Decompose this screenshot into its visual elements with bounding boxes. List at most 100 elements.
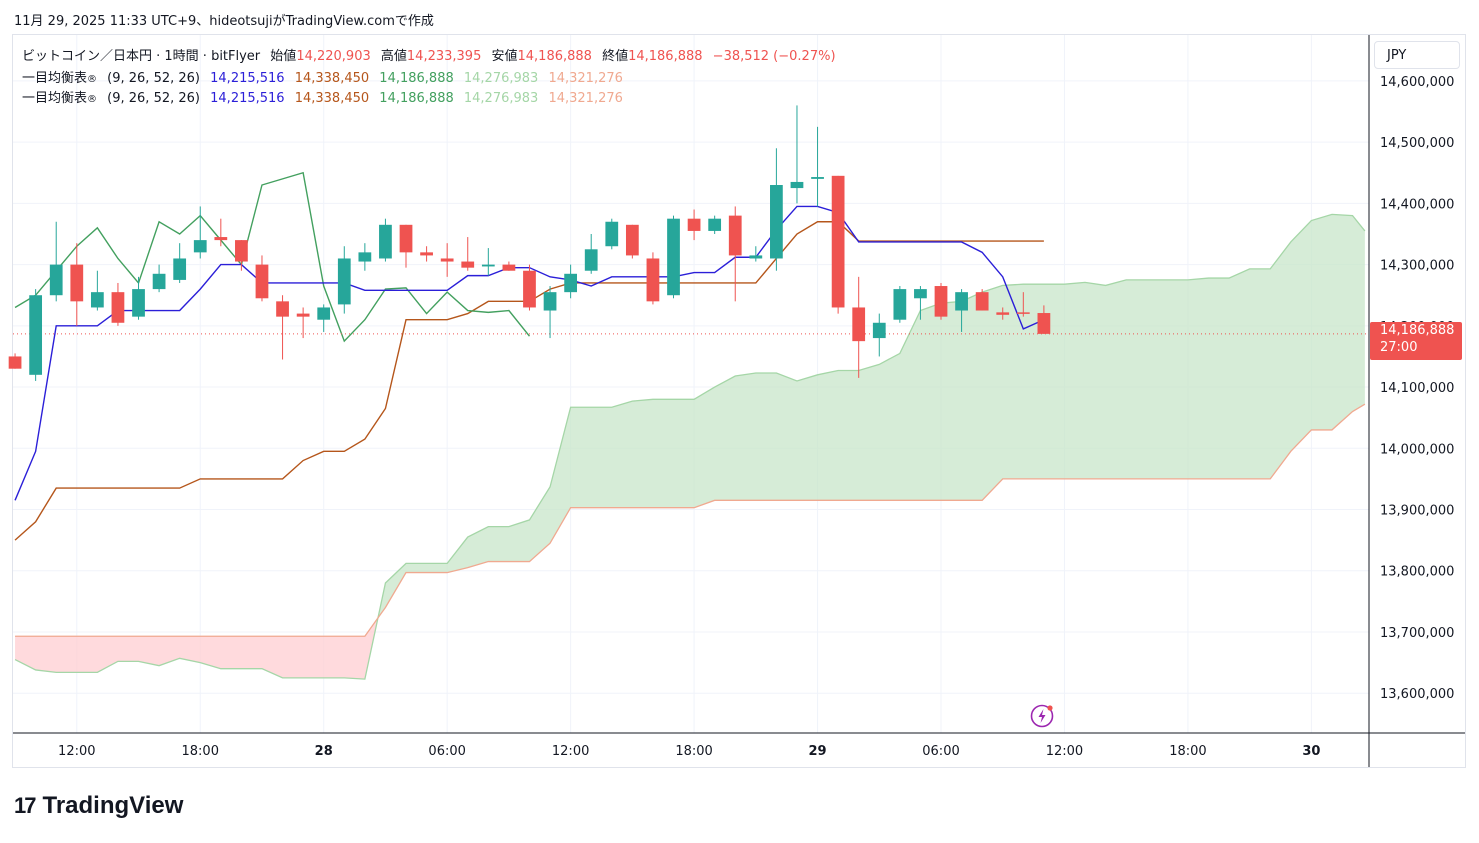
- candle-body: [523, 270, 536, 308]
- ichimoku-name: 一目均衡表: [22, 71, 88, 86]
- y-tick-label: 13,700,000: [1380, 626, 1454, 641]
- candle-body: [811, 177, 824, 179]
- x-tick-label: 12:00: [552, 744, 589, 759]
- y-tick-label: 14,500,000: [1380, 136, 1454, 151]
- x-tick-label: 12:00: [58, 744, 95, 759]
- x-tick-label: 18:00: [182, 744, 219, 759]
- candle-body: [90, 292, 104, 308]
- candle-body: [379, 224, 392, 259]
- x-tick-label: 30: [1302, 744, 1320, 759]
- legend-ichimoku-2[interactable]: 一目均衡表® (9, 26, 52, 26) 14,215,516 14,338…: [22, 87, 629, 106]
- x-tick-label: 12:00: [1046, 744, 1083, 759]
- candle-body: [420, 252, 433, 256]
- y-tick-label: 13,800,000: [1380, 565, 1454, 580]
- y-tick-label: 13,600,000: [1380, 687, 1454, 702]
- cloud-bullish: [377, 214, 1365, 618]
- legend-high-label: 高値: [380, 49, 407, 64]
- y-tick-label: 14,300,000: [1380, 259, 1454, 274]
- candle-body: [605, 221, 619, 247]
- candle-body: [317, 307, 331, 320]
- currency-selector[interactable]: JPY: [1374, 41, 1460, 69]
- candle-body: [543, 292, 557, 311]
- y-tick-label: 14,100,000: [1380, 381, 1454, 396]
- legend-close-label: 終値: [602, 49, 629, 64]
- ichimoku-spanB-value: 14,321,276: [548, 91, 623, 106]
- legend-open: 14,220,903: [296, 49, 371, 64]
- ichimoku-params: (9, 26, 52, 26): [107, 91, 200, 106]
- candle-body: [770, 185, 783, 259]
- candle-body: [173, 258, 187, 280]
- candle-body: [276, 301, 289, 317]
- indicator-lines: [13, 171, 1369, 680]
- candle-body: [893, 289, 907, 320]
- candle-body: [358, 252, 372, 262]
- chikou-line: [14, 171, 531, 343]
- candle-body: [461, 261, 475, 268]
- candle-body: [49, 264, 63, 296]
- ichimoku-spanA-value: 14,276,983: [463, 71, 539, 86]
- legend-change: −38,512 (−0.27%): [712, 49, 836, 64]
- ichimoku-spanB-value: 14,321,276: [548, 71, 623, 86]
- x-tick-label: 28: [315, 744, 333, 759]
- candle-body: [687, 218, 701, 231]
- span-a-line: [14, 213, 1366, 680]
- candle-body: [193, 240, 207, 253]
- tradingview-logo[interactable]: 17 TradingView: [14, 792, 183, 820]
- logo-mark-icon: 17: [14, 793, 37, 818]
- candles: [8, 105, 1051, 381]
- candle-body: [132, 289, 145, 317]
- candle-body: [111, 292, 125, 323]
- chart-frame[interactable]: [12, 34, 1466, 768]
- candle-body: [872, 322, 886, 339]
- candle-body: [584, 249, 598, 271]
- candle-body: [749, 255, 763, 259]
- ichimoku-chikou-value: 14,186,888: [379, 91, 454, 106]
- ichimoku-kijun-value: 14,338,450: [294, 71, 370, 86]
- x-tick-label: 29: [808, 744, 826, 759]
- candle-body: [337, 258, 351, 305]
- legend-low: 14,186,888: [517, 49, 592, 64]
- ichimoku-params: (9, 26, 52, 26): [107, 71, 200, 86]
- candle-body: [70, 264, 84, 302]
- candle-body: [831, 175, 845, 308]
- x-tick-label: 06:00: [922, 744, 959, 759]
- ichimoku-kijun-value: 14,338,450: [294, 91, 370, 106]
- last-price-value: 14,186,888: [1380, 323, 1455, 338]
- chart-caption: 11月 29, 2025 11:33 UTC+9、hideotsujiがTrad…: [14, 14, 434, 29]
- candle-body: [296, 313, 310, 317]
- legend-close: 14,186,888: [628, 49, 703, 64]
- cloud-bearish: [15, 617, 378, 680]
- candle-body: [975, 292, 989, 311]
- y-tick-label: 14,000,000: [1380, 442, 1454, 457]
- candle-body: [934, 286, 948, 317]
- legend-ichimoku-1[interactable]: 一目均衡表® (9, 26, 52, 26) 14,215,516 14,338…: [22, 67, 629, 86]
- legend-open-label: 始値: [270, 49, 297, 64]
- candle-body: [214, 237, 228, 241]
- candle-body: [667, 218, 680, 296]
- legend-low-label: 安値: [491, 49, 518, 64]
- candle-body: [852, 307, 866, 342]
- candle-body: [564, 273, 578, 293]
- legend-symbol[interactable]: ビットコイン／日本円 · 1時間 · bitFlyer: [22, 49, 261, 64]
- x-tick-label: 18:00: [1169, 744, 1206, 759]
- span-b-line: [15, 403, 1366, 637]
- candle-body: [914, 289, 927, 299]
- candle-body: [235, 240, 248, 262]
- ichimoku-chikou-value: 14,186,888: [379, 71, 454, 86]
- ichimoku-tenkan-value: 14,215,516: [210, 71, 285, 86]
- y-tick-label: 13,900,000: [1380, 504, 1454, 519]
- candle-body: [1037, 313, 1051, 334]
- legend-high: 14,233,395: [406, 49, 482, 64]
- logo-text: TradingView: [42, 792, 184, 819]
- last-price-tag: 14,186,888 27:00: [1370, 322, 1462, 360]
- ichimoku-reg-icon: ®: [87, 94, 98, 105]
- candle-body: [708, 218, 722, 231]
- candle-body: [8, 356, 22, 369]
- candle-body: [481, 264, 495, 267]
- lightning-icon[interactable]: [1030, 704, 1054, 728]
- candle-body: [502, 264, 516, 271]
- legend-ohlc: ビットコイン／日本円 · 1時間 · bitFlyer 始値14,220,903…: [22, 45, 842, 64]
- candle-body: [625, 224, 639, 256]
- ichimoku-tenkan-value: 14,215,516: [210, 91, 285, 106]
